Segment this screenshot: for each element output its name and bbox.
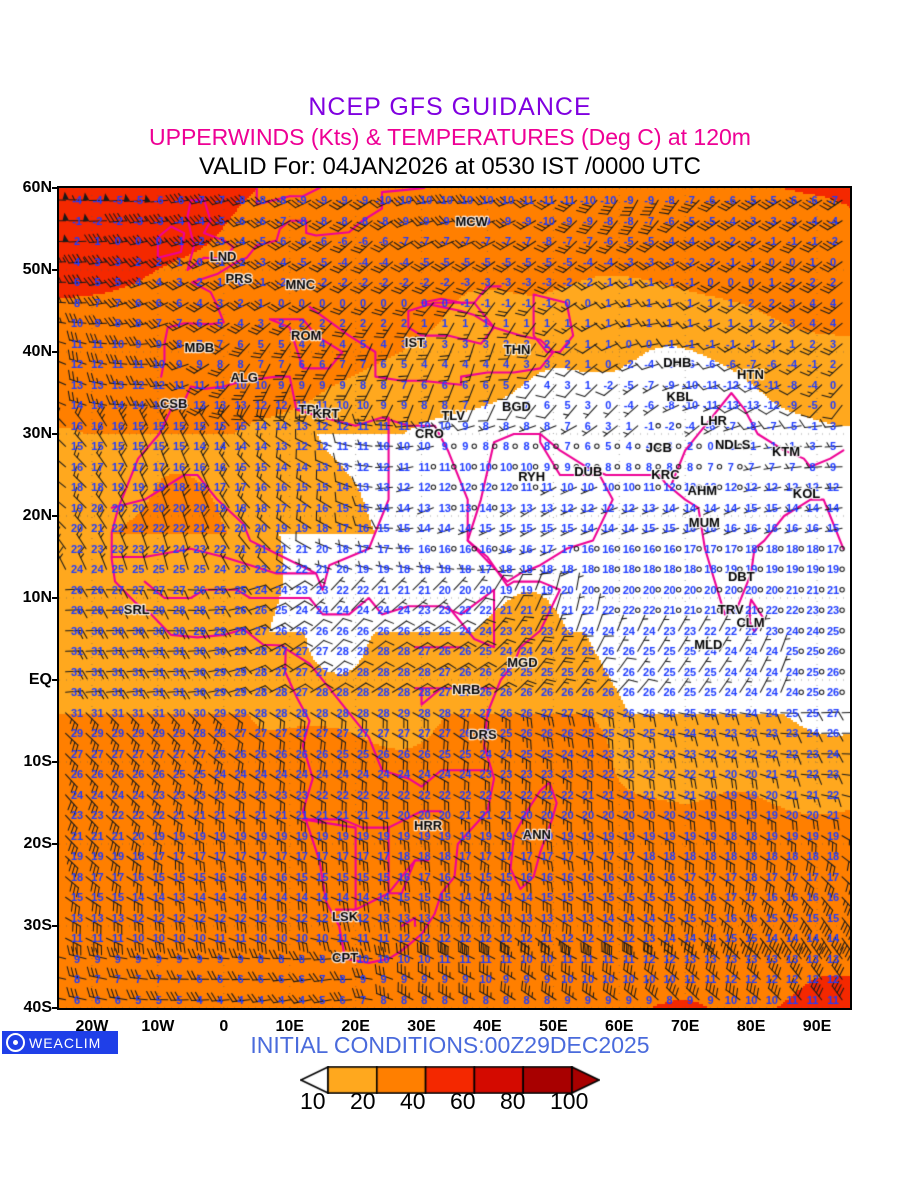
x-tick-label: 80E (736, 1018, 766, 1035)
y-tick-label: 40N (22, 343, 52, 360)
y-tick-label: 30N (22, 425, 52, 442)
weather-map-plot-area[interactable] (57, 186, 852, 1010)
y-tick-label: 50N (22, 261, 52, 278)
x-tick-label: 0 (219, 1018, 229, 1035)
y-tick-mark (52, 433, 59, 435)
x-tick-label: 30E (407, 1018, 436, 1035)
y-tick-label: 40S (23, 999, 52, 1016)
copyright-ring-icon (6, 1033, 25, 1052)
y-tick-label: 60N (22, 179, 52, 196)
y-tick-mark (52, 187, 59, 189)
colorbar-tick: 10 (300, 1088, 326, 1114)
y-tick-mark (52, 515, 59, 517)
y-tick-mark (52, 597, 59, 599)
y-tick-mark (52, 679, 59, 681)
x-tick-label: 20W (75, 1018, 109, 1035)
y-tick-label: 20S (23, 835, 52, 852)
y-tick-mark (52, 925, 59, 927)
weaclim-logo[interactable]: WEACLIM (2, 1031, 118, 1054)
title-line-agency: NCEP GFS GUIDANCE (308, 93, 592, 121)
y-tick-label: 20N (22, 507, 52, 524)
weaclim-logo-label: WEACLIM (29, 1034, 102, 1051)
colorbar (0, 1066, 900, 1099)
y-tick-label: 30S (23, 917, 52, 934)
x-tick-label: 90E (802, 1018, 832, 1035)
colorbar-tick-labels: 10 20 40 60 80 100 (0, 1088, 900, 1115)
y-tick-mark (52, 1007, 59, 1009)
colorbar-tick: 80 (500, 1088, 526, 1114)
x-axis-longitude-ticks: 20W 10W 0 10E 20E 30E 40E 50E 60E 70E 80E 90E (57, 1012, 852, 1042)
colorbar-tick: 100 (550, 1088, 589, 1114)
x-tick-label: 10W (141, 1018, 175, 1035)
y-tick-label: 10N (22, 589, 52, 606)
title-line-variable: UPPERWINDS (Kts) & TEMPERATURES (Deg C) … (149, 124, 751, 150)
barbs-coastlines-temperature-overlay (59, 188, 850, 1008)
y-tick-mark (52, 761, 59, 763)
y-tick-mark (52, 843, 59, 845)
colorbar-swatches (300, 1066, 600, 1094)
y-axis-latitude-ticks: 60N 50N 40N 30N 20N 10N EQ 10S 20S 30S 40S (0, 179, 59, 1016)
colorbar-tick: 60 (450, 1088, 476, 1114)
initial-conditions-label: INITIAL CONDITIONS:00Z29DEC2025 (250, 1032, 650, 1058)
x-tick-label: 70E (670, 1018, 700, 1035)
x-tick-label: 40E (473, 1018, 502, 1035)
y-tick-label: EQ (28, 671, 52, 688)
colorbar-tick: 20 (350, 1088, 376, 1114)
x-tick-label: 10E (275, 1018, 304, 1035)
y-tick-mark (52, 351, 59, 353)
y-tick-label: 10S (23, 753, 52, 770)
x-tick-label: 50E (539, 1018, 568, 1035)
y-tick-mark (52, 269, 59, 271)
colorbar-tick: 40 (400, 1088, 426, 1114)
x-tick-label: 60E (605, 1018, 634, 1035)
title-line-valid-time: VALID For: 04JAN2026 at 0530 IST /0000 U… (198, 153, 702, 180)
x-tick-label: 20E (341, 1018, 370, 1035)
chart-title-block: NCEP GFS GUIDANCE UPPERWINDS (Kts) & TEM… (0, 92, 900, 182)
